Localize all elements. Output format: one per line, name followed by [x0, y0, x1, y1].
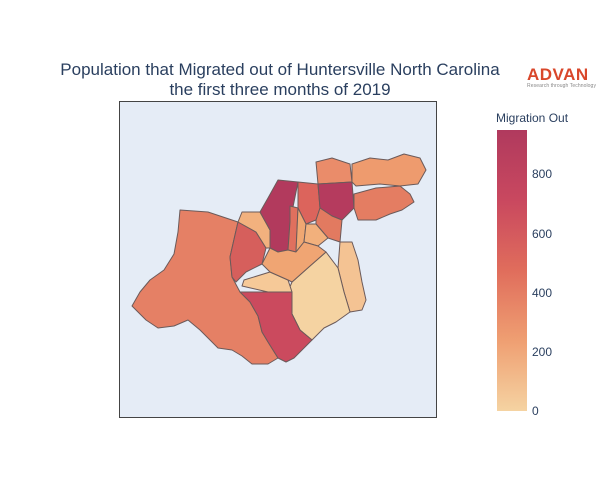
colorbar	[497, 130, 527, 411]
colorbar-tick-label: 200	[532, 344, 553, 359]
colorbar-tick-label: 0	[532, 404, 539, 418]
logo-tagline: Research through Technology	[527, 83, 597, 89]
colorbar-tick-label: 400	[532, 285, 553, 300]
colorbar-gradient	[497, 130, 527, 411]
colorbar-tick-label: 800	[532, 167, 553, 182]
colorbar-tick-label: 600	[532, 226, 553, 241]
map-region[interactable]	[303, 223, 329, 247]
colorbar-title: Migration Out	[496, 111, 569, 125]
chart-title: Population that Migrated out of Huntersv…	[0, 60, 560, 100]
map-region[interactable]	[351, 153, 427, 187]
chart-title-line-2: the first three months of 2019	[169, 80, 391, 99]
chart-title-line-1: Population that Migrated out of Huntersv…	[60, 60, 500, 79]
choropleth-map[interactable]	[120, 102, 438, 419]
map-region[interactable]	[261, 241, 327, 283]
advan-logo: ADVAN Research through Technology	[527, 66, 597, 90]
map-region[interactable]	[239, 291, 313, 363]
map-plot-area[interactable]	[119, 101, 437, 418]
map-region[interactable]	[315, 157, 353, 185]
map-region[interactable]	[315, 207, 343, 243]
logo-wordmark: ADVAN	[527, 65, 589, 84]
map-region[interactable]	[353, 185, 415, 221]
